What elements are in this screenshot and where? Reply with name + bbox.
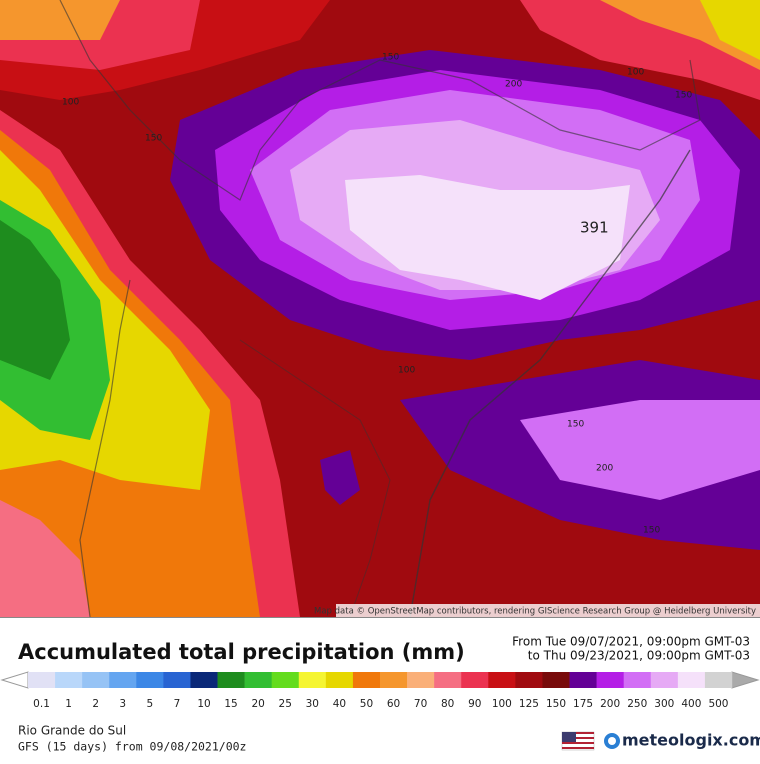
legend-swatch <box>569 672 597 688</box>
legend-label: 60 <box>387 698 400 710</box>
area-small-175 <box>320 450 360 505</box>
max-value-label: 391 <box>580 219 609 237</box>
contour-label: 150 <box>145 134 162 144</box>
border-line <box>239 339 391 618</box>
legend-swatch <box>136 672 164 688</box>
legend-swatch <box>352 672 381 688</box>
period-to: to Thu 09/23/2021, 09:00pm GMT-03 <box>528 649 750 663</box>
flag-canton <box>562 732 576 742</box>
legend-swatch <box>55 672 83 688</box>
legend-label: 7 <box>174 698 181 710</box>
legend-swatch <box>677 672 706 688</box>
legend-swatch <box>109 672 137 688</box>
legend-label: 0.1 <box>33 698 50 710</box>
legend-label: 175 <box>573 698 593 710</box>
border-line <box>59 0 701 201</box>
legend-swatch <box>434 672 462 688</box>
flag-stripe <box>562 747 594 749</box>
legend-label: 400 <box>681 698 701 710</box>
region-name: Rio Grande do Sul <box>18 724 126 738</box>
legend-swatch <box>488 672 516 688</box>
legend-label: 150 <box>546 698 566 710</box>
area-60 <box>0 0 120 40</box>
legend-swatch <box>407 672 435 688</box>
legend-label: 40 <box>333 698 346 710</box>
coastline <box>409 149 691 618</box>
legend-arrow-right <box>731 671 760 689</box>
legend-swatch <box>515 672 543 688</box>
flag-icon <box>561 731 595 751</box>
legend-label: 5 <box>147 698 154 710</box>
legend-swatch <box>298 672 327 688</box>
border-line <box>79 279 131 618</box>
brand-logo-inner <box>608 737 616 745</box>
legend-label: 500 <box>708 698 728 710</box>
legend-label: 100 <box>492 698 512 710</box>
contour-label: 200 <box>505 80 522 90</box>
contour-label: 150 <box>382 53 399 63</box>
legend-label: 3 <box>119 698 126 710</box>
legend-swatch <box>704 672 733 688</box>
legend-swatch <box>217 672 245 688</box>
flag-stripe <box>562 732 594 734</box>
contour-label: 150 <box>567 420 584 430</box>
legend-label: 70 <box>414 698 427 710</box>
map: 150 100 150 200 100 150 100 150 200 150 … <box>0 0 760 618</box>
area-ne-40 <box>700 0 760 60</box>
legend-swatch <box>190 672 218 688</box>
legend-swatch <box>461 672 489 688</box>
legend: 0.1 1 2 3 5 7 10 15 20 25 30 40 50 60 70 80 90 100 125 150 1… <box>0 671 760 710</box>
flag-stripe <box>562 742 594 744</box>
legend-label: 15 <box>224 698 237 710</box>
legend-swatch <box>650 672 679 688</box>
legend-label: 25 <box>279 698 292 710</box>
legend-label: 20 <box>251 698 264 710</box>
legend-swatch <box>325 672 354 688</box>
legend-swatch <box>82 672 110 688</box>
model-run: GFS (15 days) from 09/08/2021/00z <box>18 740 246 754</box>
legend-label: 250 <box>627 698 647 710</box>
area-se-250 <box>520 400 760 500</box>
legend-label: 125 <box>519 698 539 710</box>
legend-label: 80 <box>441 698 454 710</box>
legend-label: 50 <box>360 698 373 710</box>
map-attribution: Map data © OpenStreetMap contributors, r… <box>314 607 756 617</box>
legend-swatch <box>163 672 191 688</box>
legend-label: 200 <box>600 698 620 710</box>
brand-name[interactable]: meteologix.com <box>622 731 760 750</box>
legend-label: 300 <box>654 698 674 710</box>
legend-arrow-left <box>0 671 29 689</box>
area-sw-80 <box>0 500 90 617</box>
legend-swatch <box>28 672 56 688</box>
legend-label: 90 <box>468 698 481 710</box>
area-400 <box>345 175 630 300</box>
contour-label: 100 <box>627 68 644 78</box>
legend-swatch <box>596 672 624 688</box>
legend-swatch <box>623 672 652 688</box>
attribution-box <box>336 604 760 617</box>
legend-swatch <box>380 672 408 688</box>
legend-swatch <box>542 672 570 688</box>
contour-label: 150 <box>643 526 660 536</box>
contour-label: 100 <box>398 366 415 376</box>
chart-title: Accumulated total precipitation (mm) <box>18 640 465 664</box>
legend-label: 10 <box>197 698 210 710</box>
contour-label: 200 <box>596 464 613 474</box>
contour-label: 100 <box>62 98 79 108</box>
legend-label: 1 <box>65 698 72 710</box>
contour-label: 150 <box>675 91 692 101</box>
period-from: From Tue 09/07/2021, 09:00pm GMT-03 <box>512 635 750 649</box>
legend-label: 2 <box>92 698 99 710</box>
legend-swatch <box>244 672 272 688</box>
legend-swatch <box>271 672 300 688</box>
legend-label: 30 <box>306 698 319 710</box>
flag-stripe <box>562 737 594 739</box>
area-w-15 <box>0 220 70 380</box>
